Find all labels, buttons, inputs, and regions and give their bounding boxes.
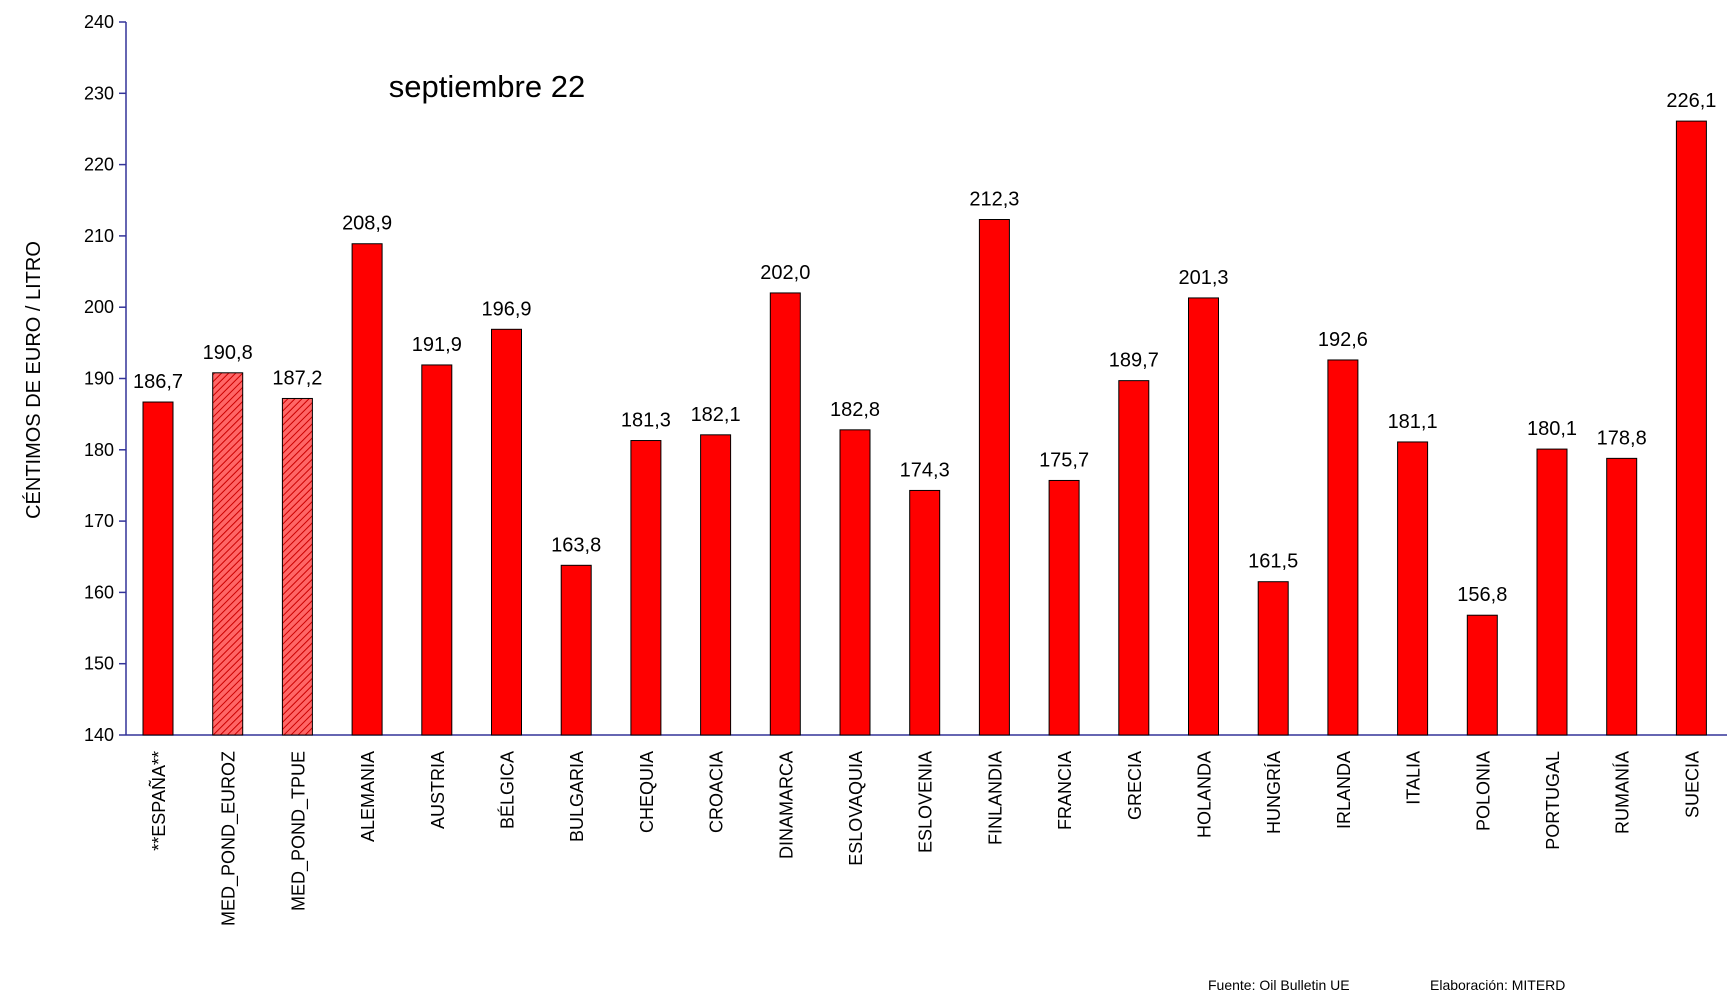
bar	[1257, 581, 1289, 736]
bar	[1327, 359, 1359, 736]
x-tick-label: GRECIA	[1125, 751, 1145, 820]
x-tick-label: BULGARIA	[567, 751, 587, 842]
bar	[1606, 457, 1638, 736]
y-tick-label: 150	[84, 654, 114, 674]
data-label: 201,3	[1178, 267, 1228, 289]
y-tick-label: 190	[84, 369, 114, 389]
x-tick-label: CROACIA	[707, 751, 727, 833]
data-label: 180,1	[1527, 418, 1577, 440]
x-tick-label: ALEMANIA	[358, 751, 378, 842]
chart-title: septiembre 22	[389, 69, 585, 104]
y-tick-label: 220	[84, 155, 114, 175]
x-tick-label: RUMANÍA	[1613, 751, 1633, 834]
y-tick-label: 160	[84, 582, 114, 602]
x-tick-label: MED_POND_TPUE	[288, 751, 309, 911]
x-tick-label: FRANCIA	[1055, 751, 1075, 830]
x-tick-label: ITALIA	[1404, 751, 1424, 805]
bar	[700, 434, 732, 736]
data-label: 196,9	[481, 298, 531, 320]
x-tick-label: MED_POND_EUROZ	[219, 751, 240, 926]
x-tick-label: AUSTRIA	[428, 751, 448, 829]
data-label: 186,7	[133, 371, 183, 393]
bar	[978, 219, 1010, 736]
y-tick-label: 210	[84, 226, 114, 246]
bar	[142, 401, 174, 736]
bar	[1675, 120, 1707, 736]
bar	[281, 397, 313, 736]
data-label: 190,8	[203, 342, 253, 364]
data-label: 182,1	[691, 404, 741, 426]
data-label: 174,3	[900, 459, 950, 481]
data-label: 178,8	[1597, 427, 1647, 449]
bar	[909, 489, 941, 736]
x-tick-label: IRLANDA	[1334, 751, 1354, 829]
bar	[1536, 448, 1568, 736]
x-tick-label: **ESPAÑA**	[148, 751, 169, 851]
y-tick-label: 230	[84, 83, 114, 103]
footnote: Fuente: Oil Bulletin UE	[1208, 977, 1350, 991]
data-label: 161,5	[1248, 551, 1298, 573]
bar	[1048, 479, 1080, 736]
data-label: 208,9	[342, 213, 392, 235]
bar	[1466, 614, 1498, 736]
x-tick-label: ESLOVENIA	[916, 751, 936, 853]
bar	[769, 292, 801, 736]
data-label: 175,7	[1039, 449, 1089, 471]
data-label: 163,8	[551, 534, 601, 556]
x-tick-label: BÉLGICA	[498, 751, 518, 829]
bar	[839, 429, 871, 736]
data-label: 182,8	[830, 399, 880, 421]
bar	[421, 364, 453, 736]
data-label: 156,8	[1457, 584, 1507, 606]
data-label: 192,6	[1318, 329, 1368, 351]
bar	[212, 372, 244, 736]
x-tick-label: HOLANDA	[1195, 751, 1215, 838]
footnote: Elaboración: MITERD	[1430, 977, 1565, 991]
bar	[1397, 441, 1429, 736]
bar	[560, 564, 592, 736]
data-label: 202,0	[760, 262, 810, 284]
y-tick-label: 240	[84, 12, 114, 32]
x-tick-label: POLONIA	[1473, 751, 1493, 831]
x-tick-label: DINAMARCA	[776, 751, 796, 859]
y-axis-label: CÉNTIMOS DE EURO / LITRO	[22, 241, 45, 519]
bar	[491, 328, 522, 736]
x-tick-label: ESLOVAQUIA	[846, 751, 866, 866]
y-tick-label: 170	[84, 511, 114, 531]
data-label: 187,2	[272, 367, 322, 389]
data-label: 181,1	[1388, 411, 1438, 433]
x-tick-label: CHEQUIA	[637, 751, 657, 833]
y-tick-label: 200	[84, 297, 114, 317]
data-label: 191,9	[412, 334, 462, 356]
bar	[351, 243, 383, 736]
y-tick-label: 140	[84, 725, 114, 745]
bar	[630, 440, 662, 736]
bar	[1188, 297, 1219, 736]
data-label: 181,3	[621, 410, 671, 432]
data-label: 212,3	[969, 189, 1019, 211]
x-tick-label: HUNGRÍA	[1264, 751, 1284, 834]
x-tick-label: SUECIA	[1682, 751, 1702, 818]
y-tick-label: 180	[84, 440, 114, 460]
data-label: 226,1	[1666, 90, 1716, 112]
bar	[1118, 380, 1150, 736]
x-tick-label: PORTUGAL	[1543, 751, 1563, 850]
data-label: 189,7	[1109, 350, 1159, 372]
x-tick-label: FINLANDIA	[985, 751, 1005, 845]
